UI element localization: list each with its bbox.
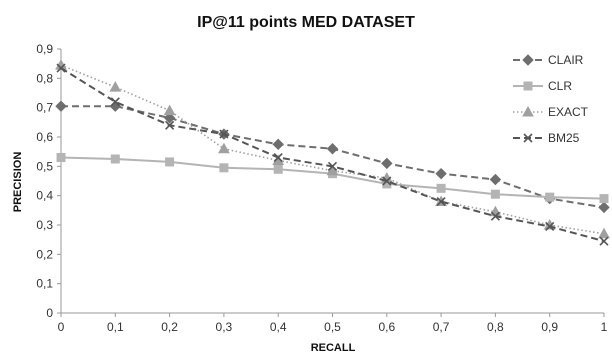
y-tick-label: 0,6 (36, 130, 53, 144)
data-point-clair (489, 173, 502, 186)
data-point-exact (109, 81, 122, 92)
x-tick-label: 1 (601, 320, 608, 334)
axes: 0 0,1 0,2 0,3 0,4 0,5 0,6 0,7 0,8 0,9 0 0,1 0,2 0,3 0,… (36, 42, 607, 334)
legend-label: BM25 (548, 131, 580, 145)
data-point-clr (273, 164, 283, 174)
data-point-bm25 (599, 236, 609, 246)
legend-label: EXACT (548, 105, 589, 119)
data-point-bm25 (436, 196, 446, 207)
legend-marker (522, 105, 534, 117)
y-tick-label: 0,8 (36, 71, 53, 85)
data-point-bm25 (56, 63, 66, 73)
x-tick-label: 0,1 (107, 320, 124, 334)
x-tick-label: 0,6 (378, 320, 395, 334)
y-tick-label: 0,9 (36, 42, 53, 56)
data-point-clair (381, 157, 393, 170)
y-tick-label: 0,7 (36, 101, 53, 115)
data-point-exact (218, 142, 230, 154)
x-tick-label: 0,2 (161, 320, 178, 334)
legend-marker (523, 81, 533, 91)
x-tick-label: 0,5 (324, 320, 341, 334)
y-tick-label: 0,3 (36, 218, 53, 232)
x-tick-label: 0,7 (433, 320, 450, 334)
data-point-bm25 (327, 161, 338, 171)
data-point-bm25 (490, 211, 500, 221)
x-tick-label: 0,4 (270, 320, 287, 334)
legend-entry-bm25: BM25 (513, 131, 580, 145)
data-point-clr (110, 154, 120, 164)
series-clair (55, 100, 610, 214)
data-point-clair (326, 143, 339, 155)
data-point-clr (219, 163, 229, 173)
legend: CLAIR CLR EXACT BM25 (513, 53, 589, 145)
data-point-clair (55, 100, 67, 112)
data-point-bm25 (110, 97, 120, 107)
data-point-exact (163, 104, 176, 116)
series-line-bm25 (60, 67, 605, 243)
data-point-clr (545, 192, 555, 202)
data-point-exact (326, 164, 339, 176)
legend-marker (523, 133, 533, 143)
legend-entry-exact: EXACT (513, 105, 589, 119)
x-axis-title: RECALL (311, 342, 356, 354)
x-tick-label: 0,8 (487, 320, 504, 334)
data-point-clr (490, 189, 500, 199)
data-point-clair (435, 167, 447, 180)
legend-label: CLAIR (548, 53, 584, 67)
data-point-clair (272, 138, 284, 151)
data-point-bm25 (219, 129, 229, 139)
legend-entry-clr: CLR (513, 79, 572, 93)
legend-label: CLR (548, 79, 572, 93)
data-point-clair (598, 201, 610, 214)
y-tick-label: 0,2 (36, 247, 53, 261)
y-tick-label: 0,4 (36, 189, 53, 203)
x-tick-label: 0,9 (541, 320, 558, 334)
y-tick-label: 0 (46, 306, 53, 320)
data-point-bm25 (273, 152, 283, 163)
y-axis-title: PRECISION (12, 152, 24, 213)
series-layer (55, 59, 610, 246)
data-point-clr (436, 183, 446, 193)
data-point-bm25 (382, 176, 392, 186)
y-tick-label: 0,1 (36, 277, 53, 291)
series-line-clair (61, 105, 605, 209)
legend-marker (522, 54, 534, 66)
x-tick-label: 0 (58, 320, 65, 334)
chart-title: IP@11 points MED DATASET (197, 14, 415, 31)
data-point-bm25 (545, 221, 555, 232)
data-point-clr (56, 153, 66, 163)
y-tick-label: 0,5 (36, 159, 53, 173)
series-bm25 (56, 63, 609, 246)
data-point-clair (163, 112, 176, 124)
data-point-bm25 (165, 120, 175, 130)
legend-entry-clair: CLAIR (513, 53, 584, 67)
x-tick-label: 0,3 (216, 320, 233, 334)
data-point-exact (598, 227, 610, 239)
data-point-clr (165, 157, 175, 167)
series-clr (56, 153, 609, 204)
data-point-clr (599, 194, 609, 204)
